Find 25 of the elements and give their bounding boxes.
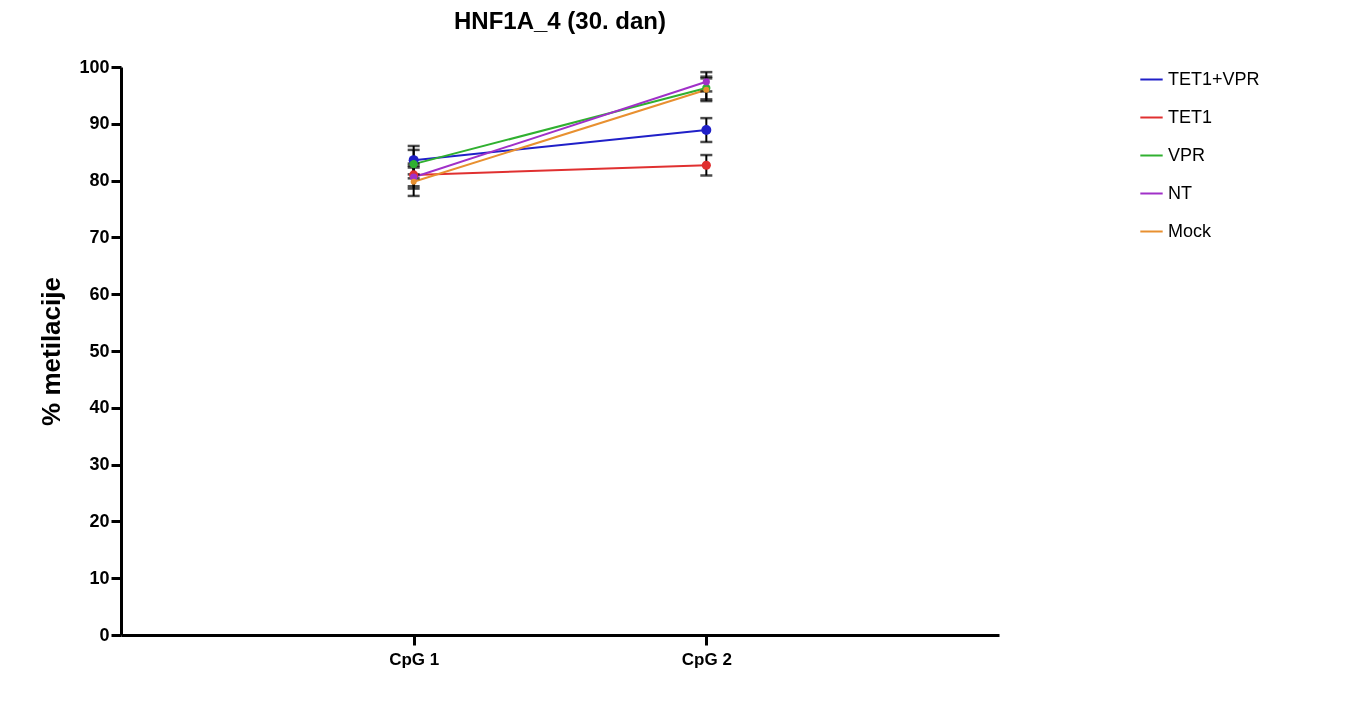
y-tick-label: 70 xyxy=(89,226,110,247)
point xyxy=(702,78,710,86)
y-tick-label: 50 xyxy=(89,340,110,361)
y-tick-label: 0 xyxy=(99,624,110,645)
y-axis-title: % metilacije xyxy=(36,277,67,426)
x-tick-label: CpG 1 xyxy=(389,649,440,669)
y-tick-label: 90 xyxy=(89,113,110,134)
y-tick-label: 10 xyxy=(89,567,110,588)
point xyxy=(701,125,712,136)
y-tick-label: 80 xyxy=(89,170,110,191)
point xyxy=(410,178,417,185)
point xyxy=(701,160,711,170)
legend-label: NT xyxy=(1168,182,1192,203)
y-tick-label: 100 xyxy=(79,56,110,77)
y-tick-label: 60 xyxy=(89,283,110,304)
x-tick-label: CpG 2 xyxy=(681,649,732,669)
y-tick-label: 30 xyxy=(89,454,110,475)
chart-title: HNF1A_4 (30. dan) xyxy=(453,7,667,34)
legend-label: TET1+VPR xyxy=(1168,68,1260,89)
legend-label: TET1 xyxy=(1168,106,1213,127)
legend-label: VPR xyxy=(1168,144,1206,165)
legend-label: Mock xyxy=(1168,220,1212,241)
y-tick-label: 20 xyxy=(89,510,110,531)
point xyxy=(409,160,418,169)
y-tick-label: 40 xyxy=(89,397,110,418)
